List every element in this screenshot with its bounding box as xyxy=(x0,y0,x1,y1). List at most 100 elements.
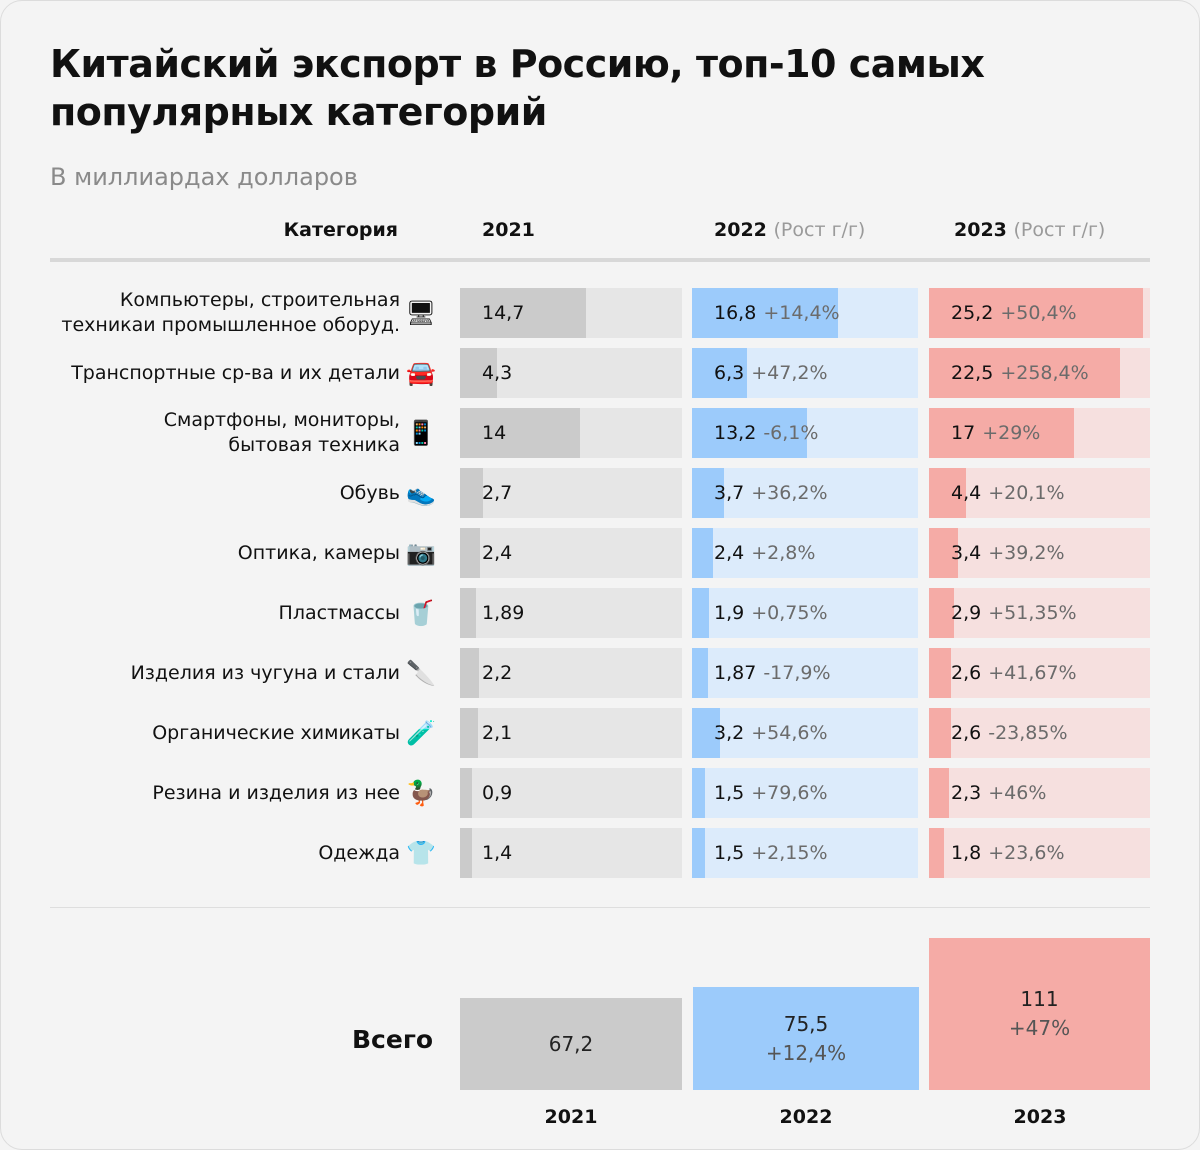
value-bar xyxy=(692,768,705,818)
value-bar xyxy=(460,828,472,878)
value-cell-22: 16,8 +14,4% xyxy=(692,288,918,338)
growth-percent: +54,6% xyxy=(751,722,828,744)
value-label: 22,5 +258,4% xyxy=(951,348,1089,398)
value-cell-22: 1,5 +79,6% xyxy=(692,768,918,818)
value-label: 2,6 -23,85% xyxy=(951,708,1068,758)
value-bar xyxy=(692,408,807,458)
value-label: 3,2 +54,6% xyxy=(714,708,828,758)
value-bar xyxy=(460,468,483,518)
value-label: 4,3 xyxy=(482,348,512,398)
value-label: 2,1 xyxy=(482,708,512,758)
value-label: 14,7 xyxy=(482,288,524,338)
value-number: 2,2 xyxy=(482,662,513,684)
shirt-icon: 👕 xyxy=(406,839,436,867)
value-bar xyxy=(692,348,747,398)
value-number: 13,2 xyxy=(714,422,757,444)
value-bar xyxy=(929,708,951,758)
value-number: 0,9 xyxy=(482,782,513,804)
value-cell-22: 1,87 -17,9% xyxy=(692,648,918,698)
growth-percent: -23,85% xyxy=(988,722,1068,744)
value-cell-23: 25,2 +50,4% xyxy=(929,288,1150,338)
total-bar-2023: 111 +47% xyxy=(929,938,1150,1090)
growth-percent: -6,1% xyxy=(763,422,819,444)
value-label: 1,87 -17,9% xyxy=(714,648,831,698)
value-label: 1,9 +0,75% xyxy=(714,588,828,638)
value-number: 2,4 xyxy=(714,542,745,564)
table-row: Одежда 👕 1,4 1,5 +2,15% 1,8 +23,6% xyxy=(0,828,1200,878)
value-number: 22,5 xyxy=(951,362,994,384)
category-label: Оптика, камеры xyxy=(237,541,400,564)
value-label: 2,2 xyxy=(482,648,512,698)
header-2022-year: 2022 xyxy=(714,219,767,241)
table-row: Обувь 👟 2,7 3,7 +36,2% 4,4 +20,1% xyxy=(0,468,1200,518)
value-bar xyxy=(460,768,472,818)
value-number: 1,4 xyxy=(482,842,513,864)
value-bar xyxy=(460,708,478,758)
value-cell-23: 2,6 +41,67% xyxy=(929,648,1150,698)
value-cell-22: 13,2 -6,1% xyxy=(692,408,918,458)
value-bar xyxy=(460,588,476,638)
header-2023-growth-note: (Рост г/г) xyxy=(1013,219,1106,241)
growth-percent: +46% xyxy=(988,782,1047,804)
value-cell-21: 2,2 xyxy=(460,648,682,698)
value-cell-21: 2,4 xyxy=(460,528,682,578)
category-label: Одежда xyxy=(318,841,400,864)
value-number: 4,4 xyxy=(951,482,982,504)
value-bar xyxy=(929,528,958,578)
value-bar xyxy=(929,468,966,518)
growth-percent: +20,1% xyxy=(988,482,1065,504)
value-bar xyxy=(929,348,1120,398)
value-number: 3,4 xyxy=(951,542,982,564)
title-line-1: Китайский экспорт в Россию, топ-10 самых xyxy=(50,42,985,86)
smartphone-icon: 📱 xyxy=(406,419,436,447)
value-cell-21: 2,7 xyxy=(460,468,682,518)
total-value: 111 xyxy=(1020,987,1059,1011)
category-label: Резина и изделия из нее xyxy=(152,781,400,804)
value-label: 1,5 +2,15% xyxy=(714,828,828,878)
value-number: 14,7 xyxy=(482,302,525,324)
total-bar-2022: 75,5 +12,4% xyxy=(693,987,919,1090)
header-2022: 2022 (Рост г/г) xyxy=(714,219,865,241)
category-label: Изделия из чугуна и стали xyxy=(130,661,400,684)
value-label: 0,9 xyxy=(482,768,512,818)
title-line-2: популярных категорий xyxy=(50,90,547,134)
value-bar xyxy=(929,828,944,878)
value-bar xyxy=(929,768,949,818)
value-number: 1,8 xyxy=(951,842,982,864)
table-row: Органические химикаты 🧪 2,1 3,2 +54,6% 2,6 -23… xyxy=(0,708,1200,758)
value-cell-22: 3,7 +36,2% xyxy=(692,468,918,518)
car-icon: 🚘 xyxy=(406,359,436,387)
value-cell-21: 14 xyxy=(460,408,682,458)
value-bar xyxy=(460,348,497,398)
value-label: 2,9 +51,35% xyxy=(951,588,1077,638)
value-number: 3,7 xyxy=(714,482,745,504)
value-cell-23: 4,4 +20,1% xyxy=(929,468,1150,518)
value-label: 2,4 xyxy=(482,528,512,578)
value-cell-23: 22,5 +258,4% xyxy=(929,348,1150,398)
value-cell-21: 2,1 xyxy=(460,708,682,758)
header-divider xyxy=(50,258,1150,262)
chart-title: Китайский экспорт в Россию, топ-10 самых… xyxy=(50,40,1050,136)
value-number: 1,89 xyxy=(482,602,525,624)
value-label: 3,7 +36,2% xyxy=(714,468,828,518)
table-row: Смартфоны, мониторы, бытовая техника 📱 14 1… xyxy=(0,408,1200,458)
value-number: 4,3 xyxy=(482,362,513,384)
value-bar xyxy=(929,648,951,698)
value-number: 17 xyxy=(951,422,976,444)
totals-divider xyxy=(50,907,1150,908)
value-bar xyxy=(692,588,709,638)
growth-percent: +79,6% xyxy=(751,782,828,804)
total-year-label: 2022 xyxy=(779,1106,833,1128)
table-row: Компьютеры, строительная техникаи промыш… xyxy=(0,288,1200,338)
value-cell-21: 1,89 xyxy=(460,588,682,638)
total-growth: +47% xyxy=(1008,1016,1071,1040)
category-label: Смартфоны, мониторы, бытовая техника xyxy=(163,409,400,456)
value-cell-23: 2,9 +51,35% xyxy=(929,588,1150,638)
growth-percent: +29% xyxy=(982,422,1041,444)
table-row: Пластмассы 🥤 1,89 1,9 +0,75% 2,9 +51,35% xyxy=(0,588,1200,638)
value-cell-23: 2,6 -23,85% xyxy=(929,708,1150,758)
value-number: 1,5 xyxy=(714,782,745,804)
value-cell-22: 1,5 +2,15% xyxy=(692,828,918,878)
value-label: 1,89 xyxy=(482,588,524,638)
table-row: Резина и изделия из нее 🦆 0,9 1,5 +79,6% 2,3 +… xyxy=(0,768,1200,818)
